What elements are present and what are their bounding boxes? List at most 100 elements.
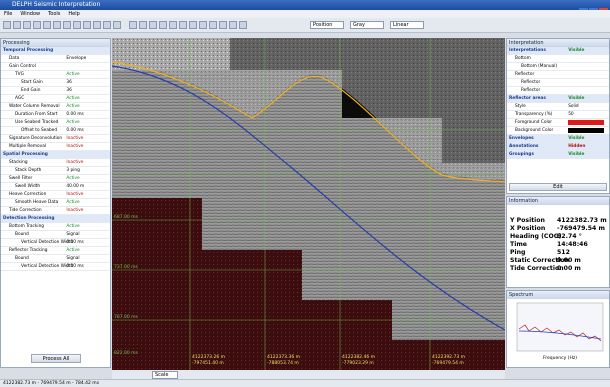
- node-name: AGC: [15, 96, 25, 101]
- tree-row[interactable]: Bound Signal: [1, 255, 110, 263]
- interpretation-tree: Interpretations Visible Bottom Bottom (Manu…: [507, 47, 609, 159]
- tool-button[interactable]: [103, 21, 111, 29]
- tree-row[interactable]: Reflector: [507, 87, 609, 95]
- tree-row[interactable]: TVG Active: [1, 71, 110, 79]
- tree-row[interactable]: Stacking Inactive: [1, 159, 110, 167]
- node-value: Active: [66, 104, 80, 109]
- position-label: 4122373.36 m: [267, 354, 300, 360]
- tree-row[interactable]: Gain Control: [1, 63, 110, 71]
- toolbar: Position Gray Linear: [0, 18, 610, 33]
- tool-button[interactable]: [179, 21, 187, 29]
- tool-button[interactable]: [159, 21, 167, 29]
- tree-row[interactable]: Interpretations Visible: [507, 47, 609, 55]
- tree-row[interactable]: Offset to Seabed 0.00 ms: [1, 127, 110, 135]
- tree-row[interactable]: Use Seabed Tracked Active: [1, 119, 110, 127]
- node-name: Detection Processing: [3, 216, 55, 221]
- node-name: Interpretations: [509, 48, 546, 53]
- tree-row[interactable]: AGC Active: [1, 95, 110, 103]
- tool-button[interactable]: [139, 21, 147, 29]
- tree-row[interactable]: Spatial Processing: [1, 151, 110, 159]
- tree-row[interactable]: Bottom Tracking Active: [1, 223, 110, 231]
- tree-row[interactable]: Multiple Removal Inactive: [1, 143, 110, 151]
- toolbar-select[interactable]: Linear: [390, 21, 424, 29]
- title-bar: DELPH Seismic Interpretation: [0, 0, 610, 10]
- tree-row[interactable]: Swell Filter Active: [1, 175, 110, 183]
- node-name: Foreground Color: [515, 120, 553, 125]
- tree-row[interactable]: Tide Correction Inactive: [1, 207, 110, 215]
- tool-button[interactable]: [23, 21, 31, 29]
- tree-row[interactable]: Reflector: [507, 79, 609, 87]
- tree-row[interactable]: Style Solid: [507, 103, 609, 111]
- node-name: Start Gain: [21, 80, 43, 85]
- tree-row[interactable]: End Gain 36: [1, 87, 110, 95]
- tree-row[interactable]: Smooth Heave Data Active: [1, 199, 110, 207]
- tool-button[interactable]: [3, 21, 11, 29]
- tree-row[interactable]: Stack Depth 3 ping: [1, 167, 110, 175]
- tool-button[interactable]: [43, 21, 51, 29]
- position-label: -788053.74 m: [267, 360, 299, 366]
- info-row: Ping 512: [507, 249, 609, 257]
- node-name: Spatial Processing: [3, 152, 48, 157]
- tool-button[interactable]: [189, 21, 197, 29]
- tool-button[interactable]: [93, 21, 101, 29]
- scale-select[interactable]: Scale: [152, 371, 178, 379]
- tree-row[interactable]: Data Envelope: [1, 55, 110, 63]
- menu-item[interactable]: Help: [68, 11, 80, 17]
- position-label: 4122373.26 m: [192, 354, 225, 360]
- tool-button[interactable]: [53, 21, 61, 29]
- tree-row[interactable]: Start Gain 36: [1, 79, 110, 87]
- tool-button[interactable]: [73, 21, 81, 29]
- tree-row[interactable]: Foreground Color: [507, 119, 609, 127]
- tree-row[interactable]: Swell Width 40.00 m: [1, 183, 110, 191]
- tool-button[interactable]: [199, 21, 207, 29]
- tool-button[interactable]: [239, 21, 247, 29]
- tree-row[interactable]: Transparency (%) 50: [507, 111, 609, 119]
- toolbar-select[interactable]: Position: [310, 21, 344, 29]
- toolbar-select[interactable]: Gray: [350, 21, 384, 29]
- tree-row[interactable]: Temporal Processing: [1, 47, 110, 55]
- tree-row[interactable]: Reflector: [507, 71, 609, 79]
- tree-row[interactable]: Heave Correction Inactive: [1, 191, 110, 199]
- process-all-button[interactable]: Process All: [31, 354, 81, 363]
- node-name: Reflector Tracking: [9, 248, 48, 253]
- info-label: Y Position: [510, 217, 545, 224]
- menu-item[interactable]: Window: [20, 11, 41, 17]
- tree-row[interactable]: Bound Signal: [1, 231, 110, 239]
- tool-button[interactable]: [113, 21, 121, 29]
- tree-row[interactable]: Reflector areas Visible: [507, 95, 609, 103]
- tree-row[interactable]: Annotations Hidden: [507, 143, 609, 151]
- tree-row[interactable]: Bottom: [507, 55, 609, 63]
- node-name: Transparency (%): [515, 112, 553, 117]
- tool-button[interactable]: [219, 21, 227, 29]
- tree-row[interactable]: Vertical Detection Width 0.00 ms: [1, 239, 110, 247]
- profile-toolbar: Scale: [112, 370, 505, 379]
- status-bar: 4122382.73 m - 769479.54 m - 784.42 ms: [0, 379, 610, 387]
- edit-button[interactable]: Edit: [509, 183, 607, 191]
- tree-row[interactable]: Detection Processing: [1, 215, 110, 223]
- tree-row[interactable]: Signature Deconvolution Inactive: [1, 135, 110, 143]
- tool-button[interactable]: [229, 21, 237, 29]
- tree-row[interactable]: Envelopes Visible: [507, 135, 609, 143]
- tree-row[interactable]: Reflector Tracking Active: [1, 247, 110, 255]
- tool-button[interactable]: [149, 21, 157, 29]
- tree-row[interactable]: Groupings Visible: [507, 151, 609, 159]
- tool-button[interactable]: [209, 21, 217, 29]
- tool-button[interactable]: [13, 21, 21, 29]
- tree-row[interactable]: Duration From Start 0.00 ms: [1, 111, 110, 119]
- node-name: Style: [515, 104, 526, 109]
- tool-button[interactable]: [169, 21, 177, 29]
- position-label: 4122382.46 m: [342, 354, 375, 360]
- node-value: 0.00 ms: [66, 264, 84, 269]
- tree-row[interactable]: Vertical Detection Width 0.00 ms: [1, 263, 110, 271]
- node-name: Duration From Start: [15, 112, 58, 117]
- tool-button[interactable]: [63, 21, 71, 29]
- info-label: Ping: [510, 249, 526, 256]
- tool-button[interactable]: [33, 21, 41, 29]
- tree-row[interactable]: Water Column Removal Active: [1, 103, 110, 111]
- tree-row[interactable]: Bottom (Manual): [507, 63, 609, 71]
- tool-button[interactable]: [83, 21, 91, 29]
- tool-button[interactable]: [129, 21, 137, 29]
- menu-item[interactable]: Tools: [48, 11, 61, 17]
- tree-row[interactable]: Background Color: [507, 127, 609, 135]
- menu-item[interactable]: File: [4, 11, 13, 17]
